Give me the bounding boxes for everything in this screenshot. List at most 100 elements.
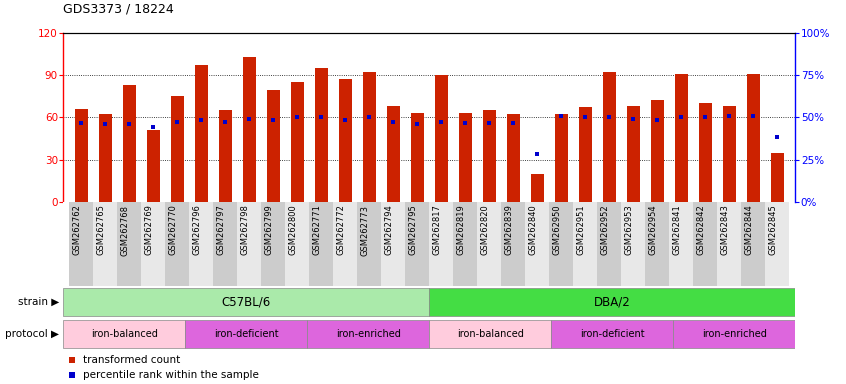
Text: GSM262762: GSM262762	[73, 205, 81, 255]
Bar	[315, 68, 328, 202]
Bar	[552, 319, 673, 348]
Bar	[333, 202, 357, 286]
Bar	[699, 103, 711, 202]
Bar	[99, 114, 112, 202]
Text: GSM262773: GSM262773	[360, 205, 370, 255]
Text: GSM262800: GSM262800	[288, 205, 298, 255]
Bar	[382, 202, 405, 286]
Text: GSM262844: GSM262844	[744, 205, 753, 255]
Bar	[549, 202, 574, 286]
Bar	[766, 202, 789, 286]
Text: iron-deficient: iron-deficient	[580, 329, 645, 339]
Bar	[285, 202, 310, 286]
Bar	[261, 202, 285, 286]
Bar	[411, 113, 424, 202]
Bar	[693, 202, 717, 286]
Text: GSM262772: GSM262772	[337, 205, 345, 255]
Text: GSM262796: GSM262796	[192, 205, 201, 255]
Text: GSM262843: GSM262843	[720, 205, 729, 255]
Bar	[266, 91, 280, 202]
Bar	[63, 319, 185, 348]
Text: GSM262799: GSM262799	[265, 205, 273, 255]
Bar	[118, 202, 141, 286]
Text: GSM262845: GSM262845	[768, 205, 777, 255]
Bar	[645, 202, 669, 286]
Bar	[459, 113, 472, 202]
Bar	[63, 288, 429, 316]
Bar	[574, 202, 597, 286]
Text: GSM262794: GSM262794	[384, 205, 393, 255]
Bar	[771, 152, 784, 202]
Bar	[483, 110, 496, 202]
Bar	[190, 202, 213, 286]
Bar	[219, 110, 232, 202]
Bar	[435, 75, 448, 202]
Text: GSM262817: GSM262817	[432, 205, 442, 255]
Bar	[291, 82, 304, 202]
Bar	[147, 130, 160, 202]
Bar	[310, 202, 333, 286]
Bar	[530, 174, 544, 202]
Text: GSM262840: GSM262840	[528, 205, 537, 255]
Bar	[243, 56, 256, 202]
Text: protocol ▶: protocol ▶	[5, 329, 59, 339]
Bar	[171, 96, 184, 202]
Text: GSM262953: GSM262953	[624, 205, 634, 255]
Text: iron-deficient: iron-deficient	[214, 329, 278, 339]
Text: C57BL/6: C57BL/6	[222, 296, 271, 309]
Text: transformed count: transformed count	[83, 355, 180, 365]
Bar	[621, 202, 645, 286]
Text: percentile rank within the sample: percentile rank within the sample	[83, 370, 259, 381]
Bar	[166, 202, 190, 286]
Text: iron-balanced: iron-balanced	[91, 329, 158, 339]
Text: GSM262952: GSM262952	[601, 205, 609, 255]
Bar	[525, 202, 549, 286]
Bar	[357, 202, 382, 286]
Bar	[502, 202, 525, 286]
Bar	[429, 202, 453, 286]
Text: GSM262765: GSM262765	[96, 205, 106, 255]
Text: GSM262797: GSM262797	[217, 205, 225, 255]
Bar	[123, 85, 136, 202]
Text: GSM262839: GSM262839	[504, 205, 514, 255]
Bar	[747, 74, 760, 202]
Text: GSM262795: GSM262795	[409, 205, 417, 255]
Bar	[238, 202, 261, 286]
Text: GSM262820: GSM262820	[481, 205, 489, 255]
Text: strain ▶: strain ▶	[18, 297, 59, 307]
Bar	[627, 106, 640, 202]
Bar	[429, 319, 552, 348]
Bar	[141, 202, 166, 286]
Bar	[602, 72, 616, 202]
Bar	[651, 100, 664, 202]
Bar	[555, 114, 568, 202]
Bar	[429, 288, 795, 316]
Text: GSM262770: GSM262770	[168, 205, 178, 255]
Text: GSM262771: GSM262771	[312, 205, 321, 255]
Bar	[69, 202, 93, 286]
Bar	[213, 202, 238, 286]
Text: GSM262798: GSM262798	[240, 205, 250, 255]
Bar	[93, 202, 118, 286]
Text: GSM262769: GSM262769	[145, 205, 153, 255]
Bar	[717, 202, 741, 286]
Bar	[674, 74, 688, 202]
Text: GSM262954: GSM262954	[648, 205, 657, 255]
Bar	[363, 72, 376, 202]
Bar	[307, 319, 429, 348]
Text: iron-enriched: iron-enriched	[702, 329, 766, 339]
Bar	[722, 106, 736, 202]
Bar	[477, 202, 502, 286]
Text: GSM262841: GSM262841	[673, 205, 681, 255]
Bar	[453, 202, 477, 286]
Bar	[338, 79, 352, 202]
Bar	[673, 319, 795, 348]
Text: iron-balanced: iron-balanced	[457, 329, 524, 339]
Text: iron-enriched: iron-enriched	[336, 329, 401, 339]
Bar	[185, 319, 307, 348]
Text: GSM262842: GSM262842	[696, 205, 706, 255]
Bar	[741, 202, 766, 286]
Text: GSM262950: GSM262950	[552, 205, 561, 255]
Text: GDS3373 / 18224: GDS3373 / 18224	[63, 3, 174, 16]
Text: GSM262819: GSM262819	[456, 205, 465, 255]
